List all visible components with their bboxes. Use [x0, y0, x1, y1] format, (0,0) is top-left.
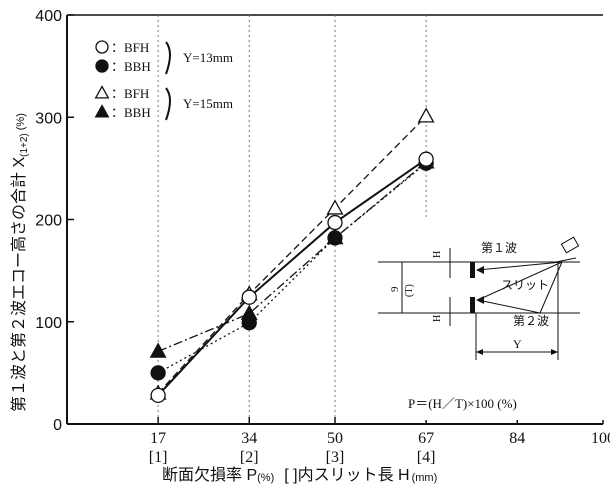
x-axis-title-main-unit: (%)	[257, 472, 274, 484]
series-line-2	[157, 115, 427, 394]
inset-slit-top	[470, 262, 475, 278]
data-point-s0-2	[327, 214, 343, 231]
legend-label-bbh-13: ：BBH	[111, 59, 151, 74]
inset-y-arrow-left	[476, 349, 483, 355]
y-axis-title-main: 第１波と第２波エコー高さの合計 X	[10, 157, 28, 412]
legend-markers	[94, 40, 110, 118]
y-axis-title: 第１波と第２波エコー高さの合計 X(1+2) (%)	[10, 113, 30, 412]
legend-marker-3	[94, 104, 110, 118]
data-point-s2-3	[417, 107, 435, 123]
x-tick-label-2: 50	[327, 430, 343, 447]
data-point-s0-0	[150, 387, 166, 404]
data-point-s3-2	[326, 229, 344, 245]
inset-y-label: Y	[513, 337, 522, 351]
legend-brace-15	[165, 87, 171, 121]
x-sub-label-0: [1]	[149, 449, 168, 466]
inset-formula: P＝(H／T)×100 (%)	[408, 396, 517, 411]
inset-diagram: H H 9 (T) 第１波 スリット 第２波 Y P＝(H／T)×100 (%)	[366, 220, 604, 420]
data-point-s1-0	[150, 365, 166, 381]
inset-wave1-label: 第１波	[481, 241, 517, 255]
y-tick-label-0: 0	[53, 417, 62, 434]
x-tick-label-4: 84	[509, 430, 525, 447]
legend-label-bfh-15: ：BFH	[111, 86, 149, 101]
legend-label-bbh-15: ：BBH	[111, 105, 151, 120]
inset-h-bottom-label: H	[432, 315, 443, 322]
inset-wave2-label: 第２波	[513, 314, 549, 328]
legend-group-y15: Y=15mm	[183, 96, 233, 111]
data-point-s3-1	[240, 304, 258, 320]
y-tick-label-4: 400	[35, 8, 62, 25]
data-point-s0-3	[418, 151, 434, 167]
inset-arrow-2	[476, 296, 484, 304]
data-point-s0-1	[241, 289, 257, 305]
data-point-s2-2	[326, 199, 344, 215]
inset-beam-2	[477, 261, 563, 301]
legend-label-bfh-13: ：BFH	[111, 40, 149, 55]
inset-t-label: 9	[389, 286, 401, 292]
inset-probe-base	[555, 257, 577, 263]
y-tick-label-3: 300	[35, 110, 62, 127]
x-tick-label-5: 100	[591, 430, 610, 447]
x-tick-label-3: 67	[418, 430, 434, 447]
x-tick-label-0: 17	[150, 430, 166, 447]
inset-h-top-label: H	[432, 251, 443, 258]
x-axis-ticks: 17 34 50 67 84 100 [1] [2] [3] [4]	[149, 417, 610, 466]
legend-marker-0	[95, 40, 109, 54]
y-tick-label-2: 200	[35, 213, 62, 230]
inset-slit-label: スリット	[501, 278, 549, 292]
series-line-1	[157, 162, 427, 374]
inset-t-sub-label: (T)	[404, 284, 415, 297]
inset-arrow-1	[476, 266, 484, 274]
legend-marker-2	[94, 85, 110, 99]
x-sub-label-3: [4]	[417, 449, 436, 466]
x-axis-title-sub-unit: (mm)	[412, 472, 438, 484]
inset-beam-1	[477, 261, 563, 271]
x-axis-title-sub: [ ]内スリット長 H	[284, 466, 409, 484]
legend-group-y13: Y=13mm	[183, 50, 233, 65]
legend-marker-1	[95, 59, 109, 73]
inset-y-arrow-right	[551, 349, 558, 355]
inset-background	[366, 220, 604, 420]
x-sub-label-1: [2]	[240, 449, 259, 466]
data-point-s3-0	[149, 342, 167, 358]
inset-beam-3	[477, 299, 541, 314]
y-axis-title-sub: (1+2)	[19, 133, 30, 157]
series-line-0	[157, 158, 427, 397]
y-axis-title-unit: (%)	[15, 113, 27, 130]
x-axis-title: 断面欠損率 P(%) [ ]内スリット長 H (mm)	[162, 466, 437, 484]
y-tick-label-1: 100	[35, 315, 62, 332]
x-axis-title-main: 断面欠損率 P	[162, 466, 257, 484]
x-sub-label-2: [3]	[326, 449, 345, 466]
legend: ：BFH ：BBH ：BFH ：BBH Y=13mm Y=15mm	[94, 40, 233, 121]
series-markers	[149, 107, 435, 404]
series-line-3	[157, 161, 427, 353]
x-tick-label-1: 34	[241, 430, 257, 447]
legend-brace-13	[165, 41, 171, 75]
series-lines	[157, 115, 427, 397]
y-axis-ticks: 0 100 200 300 400	[35, 8, 74, 434]
inset-slit-bottom	[470, 297, 475, 313]
inset-probe	[560, 236, 580, 254]
